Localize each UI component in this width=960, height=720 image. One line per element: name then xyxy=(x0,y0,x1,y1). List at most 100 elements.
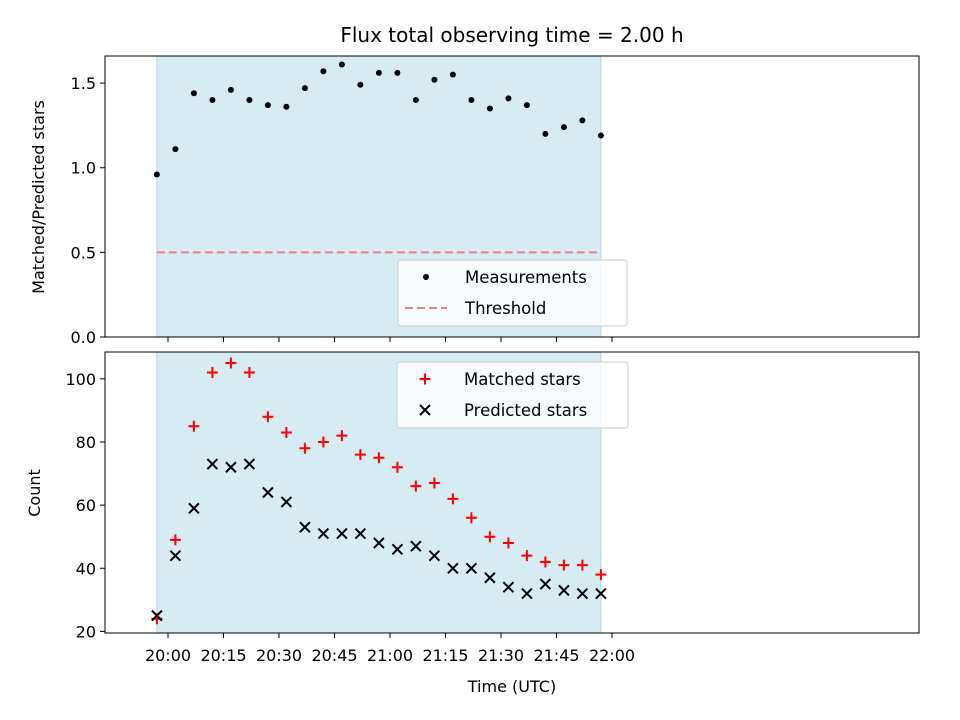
bottom-legend: Matched stars Predicted stars xyxy=(396,361,629,429)
x-tick-label: 21:30 xyxy=(478,646,524,665)
measurement-point xyxy=(412,97,419,104)
matched-stars-marker xyxy=(336,430,348,442)
matched-stars-marker xyxy=(169,534,181,546)
bottom-y-tick-label: 40 xyxy=(76,559,96,578)
predicted-stars-marker xyxy=(521,587,533,600)
measurement-point xyxy=(190,90,197,97)
top-legend-box xyxy=(397,259,628,327)
measurement-point xyxy=(579,117,586,124)
matched-stars-marker xyxy=(447,493,459,505)
matched-stars-marker xyxy=(410,480,422,492)
measurement-point xyxy=(523,102,530,109)
predicted-stars-marker xyxy=(484,572,496,584)
matched-stars-marker xyxy=(243,367,255,379)
matched-stars-marker xyxy=(521,550,533,562)
top-legend: Measurements Threshold xyxy=(397,259,628,327)
measurement-point xyxy=(320,68,327,75)
measurement-point xyxy=(449,71,456,78)
predicted-stars-marker xyxy=(262,486,274,499)
matched-stars-marker xyxy=(262,411,274,423)
measurement-point xyxy=(246,97,253,104)
predicted-stars-marker xyxy=(558,584,570,597)
predicted-stars-marker xyxy=(465,562,478,574)
matched-stars-marker xyxy=(188,420,200,432)
x-tick-label: 20:15 xyxy=(200,646,246,665)
predicted-stars-marker xyxy=(336,527,348,540)
x-tick-label: 20:00 xyxy=(145,646,191,665)
legend-label: Predicted stars xyxy=(464,401,587,420)
top-axes-frame xyxy=(104,55,920,338)
matched-stars-marker xyxy=(391,461,403,473)
predicted-stars-marker xyxy=(502,581,515,593)
matched-stars-marker xyxy=(576,559,588,571)
measurement-point xyxy=(172,146,179,153)
x-tick-label: 20:30 xyxy=(256,646,302,665)
legend-label: Threshold xyxy=(464,299,546,318)
matched-stars-marker xyxy=(373,452,385,464)
legend-predicted-marker xyxy=(419,404,431,416)
measurement-point xyxy=(209,97,216,104)
x-tick-label: 22:00 xyxy=(589,646,635,665)
measurement-point xyxy=(301,85,308,92)
predicted-stars-marker xyxy=(373,537,385,549)
predicted-stars-marker xyxy=(576,587,589,600)
bottom-y-axis-label: Count xyxy=(25,469,44,517)
bottom-y-tick-label: 60 xyxy=(76,496,96,515)
bottom-legend-box xyxy=(396,361,629,429)
matched-stars-marker xyxy=(502,537,514,549)
predicted-stars-marker xyxy=(354,527,367,540)
top-y-tick-label: 0.5 xyxy=(71,243,96,262)
predicted-stars-marker xyxy=(447,562,459,574)
predicted-stars-marker xyxy=(391,543,404,556)
legend-label: Matched stars xyxy=(464,370,581,389)
measurement-point xyxy=(264,102,271,109)
bottom-y-tick-label: 100 xyxy=(65,370,96,389)
bottom-y-tick-label: 20 xyxy=(76,622,96,641)
predicted-stars-marker xyxy=(410,540,422,552)
bottom-y-tick-label: 80 xyxy=(76,433,96,452)
measurement-point xyxy=(357,81,364,88)
bottom-panel: 20 40 60 80 100 20:00 20:15 20:30 20:45 21:00 21:1… xyxy=(65,351,920,665)
predicted-stars-marker xyxy=(206,458,219,470)
matched-stars-marker xyxy=(595,569,607,581)
top-y-tick-label: 1.0 xyxy=(71,159,96,178)
measurement-point xyxy=(153,171,160,178)
measurement-point xyxy=(227,86,234,93)
matched-stars-marker xyxy=(465,512,477,524)
measurement-point xyxy=(486,105,493,112)
x-tick-label: 21:15 xyxy=(422,646,468,665)
legend-matched-marker xyxy=(419,373,431,385)
measurement-point xyxy=(283,103,290,110)
chart-title: Flux total observing time = 2.00 h xyxy=(340,23,683,47)
measurement-point xyxy=(597,132,604,139)
measurement-point xyxy=(468,97,475,104)
measurement-point xyxy=(394,69,401,76)
measurement-point xyxy=(338,61,345,68)
predicted-stars-marker xyxy=(539,578,552,590)
measurement-point xyxy=(375,69,382,76)
predicted-stars-marker xyxy=(188,502,200,514)
predicted-stars-marker xyxy=(225,461,237,473)
x-tick-label: 21:00 xyxy=(367,646,413,665)
top-y-tick-label: 0.0 xyxy=(71,328,96,347)
predicted-stars-marker xyxy=(151,609,163,622)
predicted-stars-marker xyxy=(169,549,182,562)
matched-stars-marker xyxy=(539,556,551,568)
matched-stars-marker xyxy=(484,531,496,543)
predicted-stars-marker xyxy=(299,521,311,533)
measurement-point xyxy=(505,95,512,102)
legend-measurements-marker xyxy=(423,274,429,280)
matched-stars-marker xyxy=(317,436,329,448)
top-y-tick-label: 1.5 xyxy=(71,74,96,93)
measurement-point xyxy=(542,130,549,137)
x-tick-label: 20:45 xyxy=(311,646,357,665)
bottom-axes-frame xyxy=(104,351,920,634)
legend-label: Measurements xyxy=(465,268,587,287)
predicted-stars-marker xyxy=(243,458,256,470)
measurement-point xyxy=(431,76,438,83)
predicted-stars-marker xyxy=(280,496,293,508)
matched-stars-marker xyxy=(354,449,366,461)
matched-stars-marker xyxy=(299,442,311,454)
x-tick-label: 21:45 xyxy=(533,646,579,665)
